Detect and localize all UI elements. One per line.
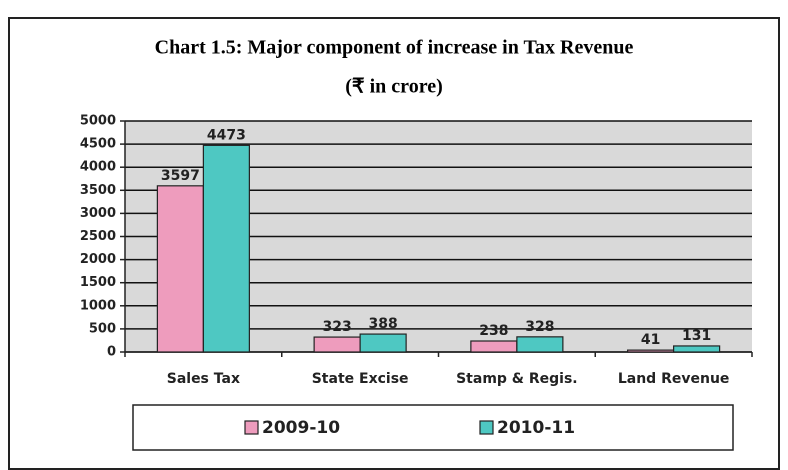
legend-swatch	[479, 420, 494, 435]
chart-subtitle: (₹ in crore)	[345, 76, 443, 98]
legend-label: 2010-11	[497, 418, 575, 438]
y-tick-label: 1500	[80, 275, 116, 290]
y-tick-label: 2500	[80, 229, 116, 244]
data-label: 131	[682, 328, 711, 344]
legend-label: 2009-10	[262, 418, 340, 438]
x-tick-label: State Excise	[312, 371, 409, 387]
bar	[516, 336, 564, 353]
bar	[156, 185, 204, 353]
y-tick-label: 2000	[80, 252, 116, 267]
bar	[627, 349, 675, 353]
data-label: 238	[479, 323, 508, 339]
data-label: 4473	[207, 127, 246, 143]
bar	[359, 333, 407, 353]
x-tick-label: Land Revenue	[618, 371, 730, 387]
legend	[132, 404, 734, 451]
data-label: 388	[369, 316, 398, 332]
legend-swatch	[244, 420, 259, 435]
data-label: 328	[525, 319, 554, 335]
y-tick-label: 3500	[80, 183, 116, 198]
data-label: 41	[641, 332, 660, 348]
bar	[313, 336, 361, 353]
y-tick-label: 4000	[80, 160, 116, 175]
bar	[202, 144, 250, 353]
x-tick-label: Sales Tax	[167, 371, 240, 387]
y-tick-label: 1000	[80, 298, 116, 313]
chart-title: Chart 1.5: Major component of increase i…	[155, 37, 634, 59]
y-tick-label: 4500	[80, 137, 116, 152]
y-tick-label: 500	[89, 321, 116, 336]
y-tick-label: 0	[107, 345, 116, 360]
x-tick-label: Stamp & Regis.	[456, 371, 578, 387]
bar	[470, 340, 518, 353]
y-tick-label: 5000	[80, 114, 116, 129]
data-label: 323	[323, 319, 352, 335]
data-label: 3597	[161, 168, 200, 184]
bar	[673, 345, 721, 353]
y-tick-label: 3000	[80, 206, 116, 221]
